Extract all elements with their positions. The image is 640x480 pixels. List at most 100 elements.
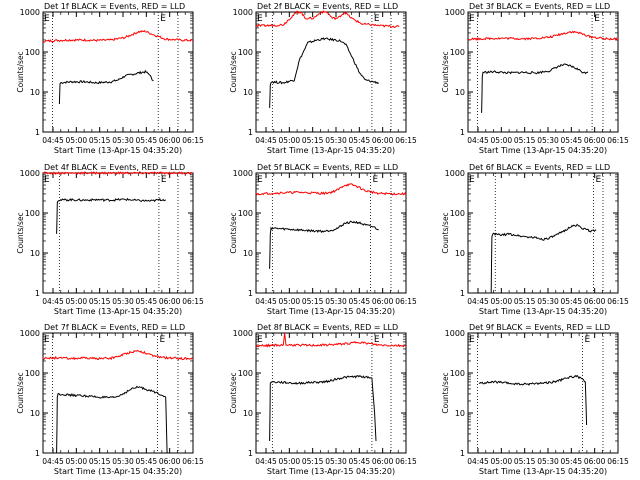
y-tick-label: 1000: [233, 169, 253, 178]
x-tick-label: 04:45: [467, 297, 489, 306]
y-tick-label: 1000: [445, 169, 465, 178]
series-line-events: [269, 37, 379, 108]
panel-2f: Det 2f BLACK = Events, RED = LLD 1 10 100 10…: [229, 2, 417, 155]
y-tick-label: 1: [460, 449, 465, 458]
x-tick-label: 06:00: [584, 457, 606, 466]
marker-label: E: [373, 175, 379, 185]
plot-frame: [467, 332, 619, 454]
plot-frame: [42, 332, 194, 454]
series-line-lld: [255, 332, 407, 348]
x-tick-label: 04:45: [255, 457, 277, 466]
plot-frame: [467, 172, 619, 294]
panel-title: Det 5f BLACK = Events, RED = LLD: [257, 163, 398, 172]
series-line-lld: [42, 349, 194, 361]
y-tick-label: 10: [30, 409, 40, 418]
y-tick-label: 100: [25, 369, 40, 378]
x-tick-label: 05:15: [514, 297, 536, 306]
y-tick-label: 10: [30, 88, 40, 97]
x-axis-label: Start Time (13-Apr-15 04:35:20): [479, 467, 607, 476]
series-line-lld: [42, 29, 194, 43]
y-tick-label: 1: [35, 128, 40, 137]
y-tick-label: 1000: [20, 329, 40, 338]
x-axis-label: Start Time (13-Apr-15 04:35:20): [54, 307, 182, 316]
x-tick-label: 04:45: [42, 457, 64, 466]
y-tick-label: 1: [35, 289, 40, 298]
panel-title: Det 4f BLACK = Events, RED = LLD: [44, 163, 185, 172]
series-line-events: [490, 223, 597, 294]
marker-label: E: [594, 14, 600, 24]
y-tick-label: 100: [450, 369, 465, 378]
panel-7f: Det 7f BLACK = Events, RED = LLD 1 10 100 10…: [16, 323, 204, 476]
x-tick-label: 06:00: [159, 457, 181, 466]
series-line-lld: [255, 10, 400, 28]
y-axis-label: Counts/sec: [441, 212, 450, 253]
panel-6f: Det 6f BLACK = Events, RED = LLD 1 10 100 10…: [441, 163, 629, 316]
x-tick-label: 05:00: [66, 457, 88, 466]
x-tick-label: 05:00: [491, 136, 513, 145]
x-axis-label: Start Time (13-Apr-15 04:35:20): [54, 146, 182, 155]
x-tick-label: 06:00: [159, 136, 181, 145]
x-tick-label: 05:30: [537, 297, 559, 306]
x-tick-label: 06:00: [584, 297, 606, 306]
plot-frame: [42, 11, 194, 133]
x-tick-label: 05:45: [136, 297, 158, 306]
x-tick-label: 05:45: [136, 457, 158, 466]
x-tick-label: 05:00: [66, 136, 88, 145]
marker-label: E: [374, 335, 380, 345]
series-line-lld: [42, 171, 194, 175]
y-axis-label: Counts/sec: [229, 51, 238, 92]
y-tick-label: 1: [35, 449, 40, 458]
x-tick-label: 05:45: [349, 457, 371, 466]
y-tick-label: 1000: [233, 8, 253, 17]
panel-title: Det 2f BLACK = Events, RED = LLD: [257, 2, 398, 11]
x-tick-label: 05:45: [136, 136, 158, 145]
y-tick-label: 1: [248, 289, 253, 298]
marker-label: E: [595, 175, 601, 185]
x-tick-label: 05:15: [302, 297, 324, 306]
x-axis-label: Start Time (13-Apr-15 04:35:20): [267, 146, 395, 155]
y-axis-label: Counts/sec: [441, 51, 450, 92]
plot-frame: [255, 172, 407, 294]
y-tick-label: 100: [450, 209, 465, 218]
y-tick-label: 100: [25, 48, 40, 57]
x-tick-label: 06:15: [395, 457, 417, 466]
y-axis-label: Counts/sec: [16, 51, 25, 92]
plot-frame: [42, 172, 194, 294]
marker-label-start: E: [44, 14, 50, 24]
marker-label-start: E: [44, 175, 50, 185]
y-axis-label: Counts/sec: [16, 372, 25, 413]
x-tick-label: 06:15: [182, 457, 204, 466]
series-line-events: [269, 220, 379, 269]
series-line-lld: [467, 30, 619, 41]
y-tick-label: 100: [450, 48, 465, 57]
panel-title: Det 7f BLACK = Events, RED = LLD: [44, 323, 185, 332]
x-tick-label: 05:45: [349, 136, 371, 145]
x-axis-label: Start Time (13-Apr-15 04:35:20): [479, 307, 607, 316]
y-tick-label: 10: [455, 88, 465, 97]
y-tick-label: 100: [238, 209, 253, 218]
x-tick-label: 04:45: [467, 136, 489, 145]
x-tick-label: 05:45: [349, 297, 371, 306]
series-line-events: [56, 197, 167, 234]
y-tick-label: 1000: [20, 169, 40, 178]
panel-title: Det 3f BLACK = Events, RED = LLD: [469, 2, 610, 11]
x-axis-label: Start Time (13-Apr-15 04:35:20): [267, 467, 395, 476]
marker-label-start: E: [469, 335, 475, 345]
x-tick-label: 06:00: [372, 457, 394, 466]
x-tick-label: 05:00: [491, 457, 513, 466]
series-line-events: [478, 374, 588, 426]
marker-label: E: [160, 14, 166, 24]
panel-8f: Det 8f BLACK = Events, RED = LLD 1 10 100 10…: [229, 323, 417, 476]
x-tick-label: 06:15: [607, 136, 629, 145]
x-tick-label: 05:30: [112, 136, 134, 145]
panel-title: Det 8f BLACK = Events, RED = LLD: [257, 323, 398, 332]
x-tick-label: 06:15: [182, 136, 204, 145]
x-tick-label: 05:30: [112, 457, 134, 466]
panel-5f: Det 5f BLACK = Events, RED = LLD 1 10 100 10…: [229, 163, 417, 316]
y-axis-label: Counts/sec: [229, 372, 238, 413]
marker-label: E: [374, 14, 380, 24]
x-tick-label: 05:00: [279, 457, 301, 466]
plot-frame: [467, 11, 619, 133]
marker-label-start: E: [469, 175, 475, 185]
